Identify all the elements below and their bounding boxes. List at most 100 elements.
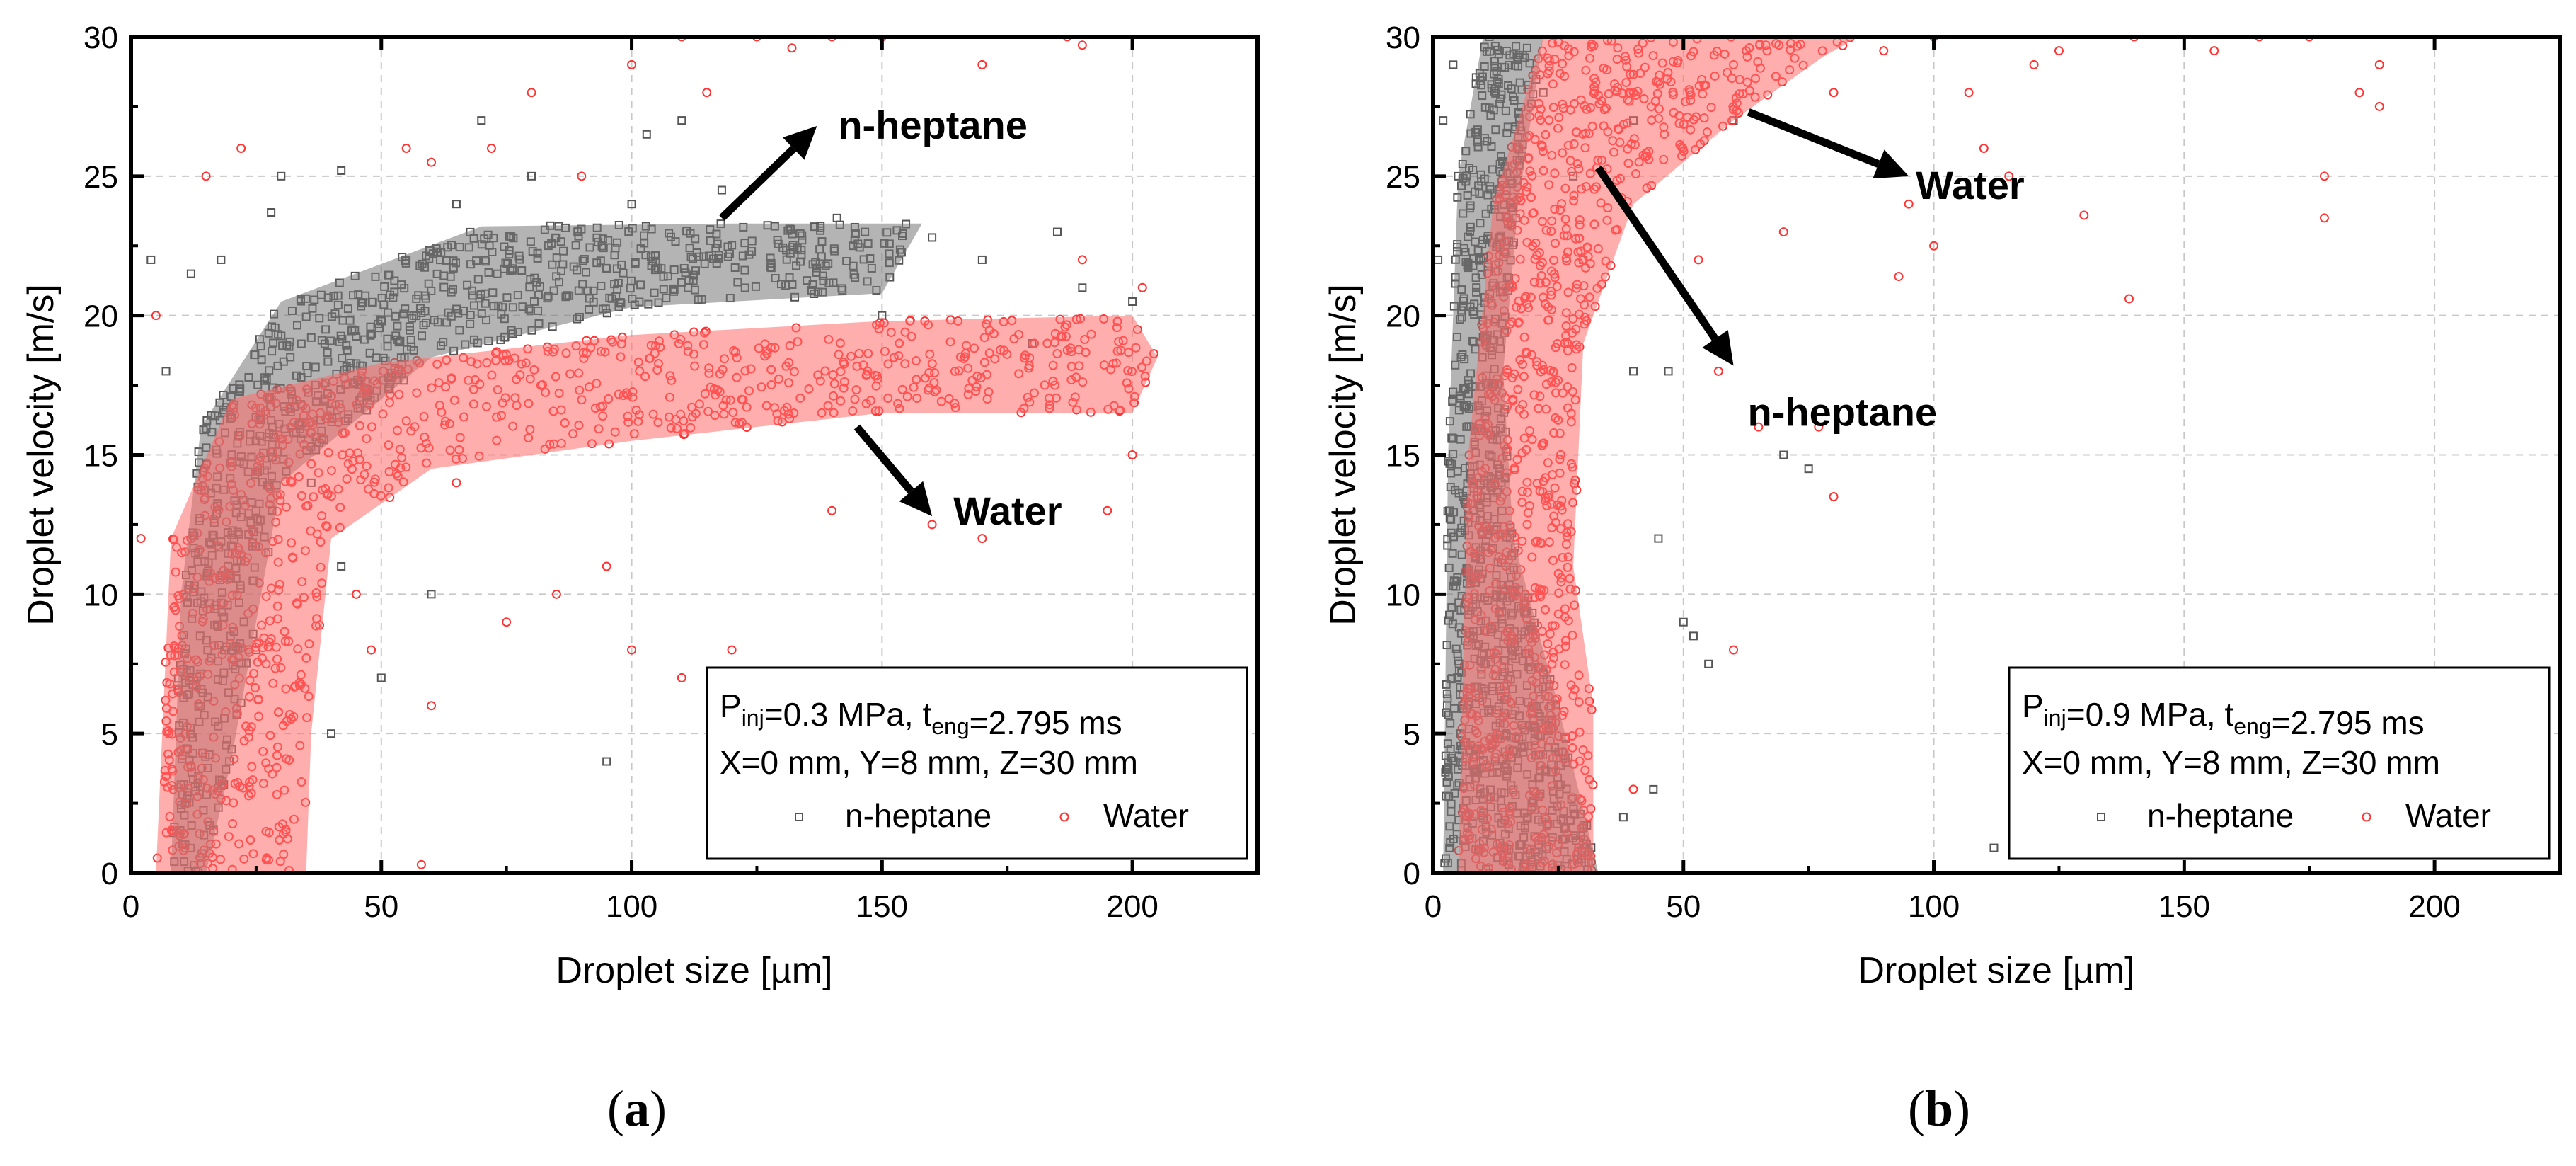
legend-label-water: Water xyxy=(1103,797,1189,834)
data-point xyxy=(2374,101,2384,111)
data-point xyxy=(427,701,437,711)
data-point xyxy=(376,673,386,682)
data-point xyxy=(1654,534,1663,543)
data-point xyxy=(577,171,587,181)
data-point xyxy=(627,645,637,655)
y-tick-label: 10 xyxy=(84,578,118,612)
data-point xyxy=(1618,813,1628,822)
data-point xyxy=(1629,367,1638,376)
data-point xyxy=(236,143,246,153)
series-band-water xyxy=(1458,37,1859,873)
data-point xyxy=(1649,784,1658,794)
data-point xyxy=(827,37,837,42)
data-point xyxy=(1814,422,1824,432)
legend-label-heptane: n-heptane xyxy=(2147,797,2294,834)
data-point xyxy=(1449,60,1458,69)
x-tick-label: 0 xyxy=(122,889,139,924)
data-point xyxy=(677,37,686,42)
y-tick-label: 0 xyxy=(101,857,118,891)
data-point xyxy=(787,43,797,53)
panel-label-b: (b) xyxy=(1907,1080,1970,1137)
data-point xyxy=(977,59,987,69)
annotation-arrow-head xyxy=(899,481,933,517)
data-point xyxy=(1904,199,1914,209)
data-point xyxy=(427,157,437,167)
legend-marker-heptane xyxy=(795,813,803,821)
data-point xyxy=(1128,297,1137,306)
data-point xyxy=(1077,255,1087,265)
info-line-2: X=0 mm, Y=8 mm, Z=30 mm xyxy=(2022,744,2440,781)
x-tick-label: 100 xyxy=(1908,889,1960,924)
data-point xyxy=(367,645,376,655)
y-tick-label: 5 xyxy=(101,717,118,752)
data-point xyxy=(2029,59,2039,69)
data-point xyxy=(351,589,361,599)
data-point xyxy=(452,478,461,488)
data-point xyxy=(1804,464,1813,474)
y-axis-label: Droplet velocity [m/s] xyxy=(21,284,62,626)
y-tick-label: 15 xyxy=(84,439,118,474)
x-axis-label: Droplet size [µm] xyxy=(556,950,832,991)
legend-label-heptane: n-heptane xyxy=(845,797,991,834)
data-point xyxy=(527,88,536,98)
data-point xyxy=(832,213,841,222)
data-point xyxy=(1879,46,1889,56)
data-point xyxy=(602,561,611,571)
data-point xyxy=(2004,171,2014,181)
y-tick-label: 25 xyxy=(1386,160,1420,195)
annotation-arrow-head xyxy=(1702,330,1734,366)
annotation-arrow-head xyxy=(782,125,817,160)
data-point xyxy=(416,859,426,869)
data-point xyxy=(1964,88,1974,98)
data-point xyxy=(477,116,486,125)
data-point xyxy=(1778,227,1788,237)
data-point xyxy=(267,208,276,217)
panel-label-a: (a) xyxy=(607,1080,667,1137)
data-point xyxy=(2209,46,2219,56)
data-point xyxy=(1689,631,1698,641)
series-band-water xyxy=(156,315,1158,873)
data-point xyxy=(486,143,496,153)
y-tick-label: 15 xyxy=(1386,439,1420,474)
data-point xyxy=(502,617,512,627)
data-point xyxy=(2374,59,2384,69)
x-tick-label: 100 xyxy=(606,889,657,924)
y-tick-label: 30 xyxy=(1386,21,1420,55)
data-point xyxy=(551,589,561,599)
chart-panel-b: Water n-heptane 0 50 100 150 200 0 5 10 15 20 25 30 Dr… xyxy=(1323,21,2562,991)
data-point xyxy=(677,116,686,125)
data-point xyxy=(717,185,726,195)
data-point xyxy=(1664,367,1673,376)
data-point xyxy=(1434,255,1443,264)
info-line-2: X=0 mm, Y=8 mm, Z=30 mm xyxy=(720,744,1138,781)
data-point xyxy=(136,534,146,544)
data-point xyxy=(1704,659,1713,668)
data-point xyxy=(337,561,346,571)
x-tick-label: 150 xyxy=(856,889,908,924)
data-point xyxy=(1829,88,1839,98)
data-point xyxy=(327,729,336,738)
data-point xyxy=(1979,143,1989,153)
data-point xyxy=(642,130,651,139)
data-point xyxy=(1729,645,1739,655)
y-tick-label: 30 xyxy=(84,21,118,55)
data-point xyxy=(627,59,637,69)
data-point xyxy=(1929,241,1939,251)
legend-marker-heptane xyxy=(2097,813,2105,821)
data-point xyxy=(527,171,536,181)
data-point xyxy=(1628,784,1638,794)
y-tick-label: 5 xyxy=(1403,717,1420,752)
legend-marker-water xyxy=(2362,812,2371,822)
data-point xyxy=(627,200,636,209)
data-point xyxy=(602,757,611,766)
x-tick-label: 150 xyxy=(2158,889,2210,924)
data-point xyxy=(1679,617,1688,627)
annotation-arrow-shaft xyxy=(853,424,914,494)
y-tick-label: 0 xyxy=(1403,857,1420,891)
x-tick-label: 0 xyxy=(1425,889,1442,924)
data-point xyxy=(928,233,937,242)
data-point xyxy=(727,645,737,655)
info-line-1: Pinj=0.3 MPa, teng=2.795 ms xyxy=(720,687,1122,741)
legend-label-water: Water xyxy=(2405,797,2491,834)
annotation-arrow-shaft xyxy=(1747,108,1880,168)
